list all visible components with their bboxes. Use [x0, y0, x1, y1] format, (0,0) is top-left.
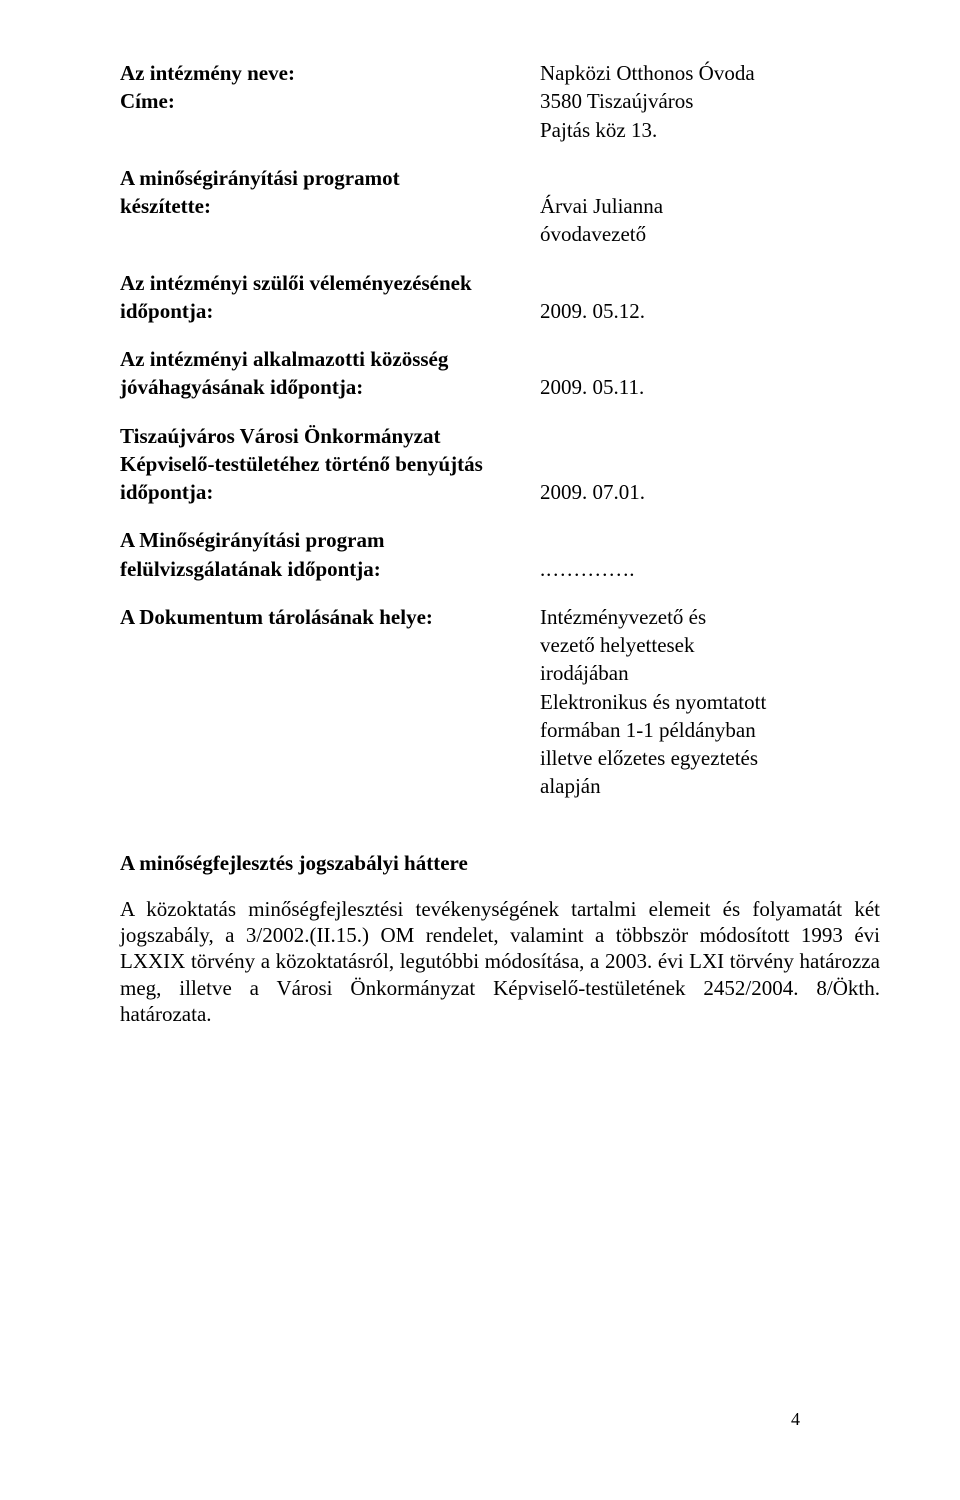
- review-value: .………….: [540, 556, 880, 582]
- staff-approval-block: Az intézményi alkalmazotti közösség jóvá…: [120, 346, 880, 401]
- program-author-label-2: készítette:: [120, 193, 540, 219]
- council-date: 2009. 07.01.: [540, 479, 880, 505]
- parent-review-label-2: időpontja:: [120, 298, 540, 324]
- storage-line-7: alapján: [540, 773, 880, 799]
- council-submission-block: Tiszaújváros Városi Önkormányzat Képvise…: [120, 423, 880, 506]
- council-label-1: Tiszaújváros Városi Önkormányzat: [120, 423, 540, 449]
- staff-approval-label-1: Az intézményi alkalmazotti közösség: [120, 346, 540, 372]
- storage-line-5: formában 1-1 példányban: [540, 717, 880, 743]
- institution-block: Az intézmény neve: Napközi Otthonos Óvod…: [120, 60, 880, 143]
- institution-address-2: Pajtás köz 13.: [540, 117, 880, 143]
- program-author-block: A minőségirányítási programot készítette…: [120, 165, 880, 248]
- storage-block: A Dokumentum tárolásának helye: Intézmén…: [120, 604, 880, 800]
- staff-approval-label-2: jóváhagyásának időpontja:: [120, 374, 540, 400]
- storage-label: A Dokumentum tárolásának helye:: [120, 604, 540, 630]
- institution-address-label: Címe:: [120, 88, 540, 114]
- program-author-label-1: A minőségirányítási programot: [120, 165, 540, 191]
- page-number: 4: [791, 1408, 800, 1431]
- review-label-2: felülvizsgálatának időpontja:: [120, 556, 540, 582]
- storage-line-2: vezető helyettesek: [540, 632, 880, 658]
- program-author-title: óvodavezető: [540, 221, 880, 247]
- legal-section-body: A közoktatás minőségfejlesztési tevékeny…: [120, 896, 880, 1027]
- storage-line-4: Elektronikus és nyomtatott: [540, 689, 880, 715]
- institution-name-label: Az intézmény neve:: [120, 60, 540, 86]
- parent-review-date: 2009. 05.12.: [540, 298, 880, 324]
- legal-section-title: A minőségfejlesztés jogszabályi háttere: [120, 850, 880, 876]
- storage-line-6: illetve előzetes egyeztetés: [540, 745, 880, 771]
- council-label-2: Képviselő-testületéhez történő benyújtás: [120, 451, 540, 477]
- parent-review-label-1: Az intézményi szülői véleményezésének: [120, 270, 540, 296]
- storage-line-1: Intézményvezető és: [540, 604, 880, 630]
- staff-approval-date: 2009. 05.11.: [540, 374, 880, 400]
- storage-line-3: irodájában: [540, 660, 880, 686]
- program-author-name: Árvai Julianna: [540, 193, 880, 219]
- review-block: A Minőségirányítási program felülvizsgál…: [120, 527, 880, 582]
- institution-address-1: 3580 Tiszaújváros: [540, 88, 880, 114]
- review-label-1: A Minőségirányítási program: [120, 527, 540, 553]
- parent-review-block: Az intézményi szülői véleményezésének id…: [120, 270, 880, 325]
- institution-name-value: Napközi Otthonos Óvoda: [540, 60, 880, 86]
- council-label-3: időpontja:: [120, 479, 540, 505]
